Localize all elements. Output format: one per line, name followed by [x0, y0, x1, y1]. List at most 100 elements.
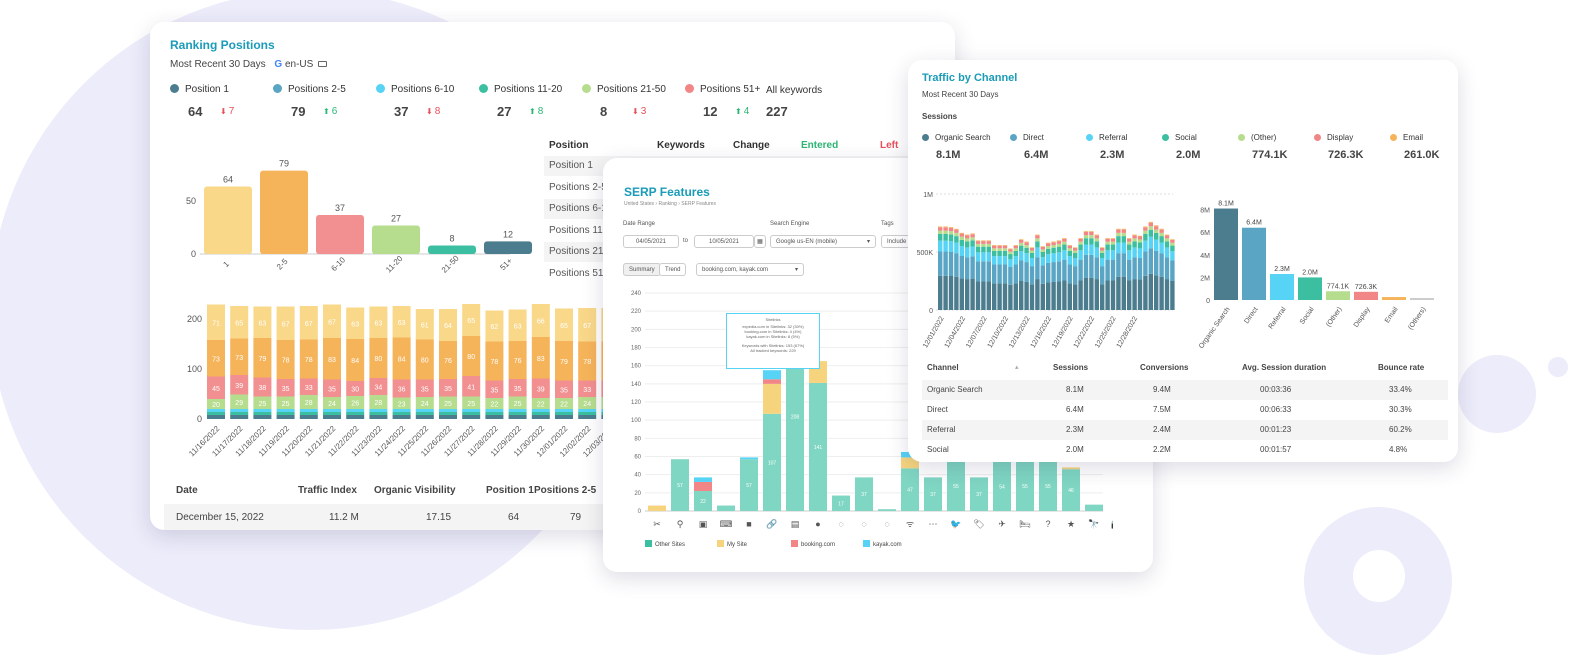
table-row[interactable]: Referral 2.3M 2.4M 00:01:23 60.2%: [922, 420, 1448, 440]
bar-segment: [392, 379, 411, 398]
wifi-icon[interactable]: ᯤ: [906, 519, 914, 529]
y-tick-label: 0: [638, 509, 642, 515]
competitors-select[interactable]: booking.com, kayak.com ▾: [696, 263, 804, 276]
calendar-icon[interactable]: ▦: [754, 235, 766, 248]
bar-segment: [230, 412, 249, 415]
bar-segment: [207, 340, 225, 377]
bar-segment: [1148, 226, 1153, 230]
legend-item[interactable]: Position 1: [170, 84, 229, 95]
legend-item[interactable]: booking.com: [791, 540, 835, 548]
bulb-icon[interactable]: ◌: [838, 519, 843, 529]
x-tick-label: (Others): [1407, 306, 1427, 331]
bar: [260, 170, 308, 254]
news-icon[interactable]: ▤: [791, 519, 800, 529]
question-icon[interactable]: ?: [1045, 519, 1050, 529]
bulb-icon[interactable]: ◌: [884, 519, 889, 529]
bar-segment: [531, 304, 550, 337]
table-row[interactable]: Direct 6.4M 7.5M 00:06:33 30.3%: [922, 400, 1448, 420]
star-icon[interactable]: ★: [1067, 519, 1075, 529]
bar-segment: [1127, 250, 1132, 260]
bar-segment: [531, 412, 550, 415]
segment-label: 35: [444, 386, 452, 393]
legend-item[interactable]: Organic Search: [922, 133, 991, 142]
legend-item[interactable]: kayak.com: [863, 540, 902, 548]
bar-segment: [1089, 235, 1094, 239]
bg-blob-small: [1458, 355, 1536, 433]
bar-segment: [323, 397, 341, 409]
bar-segment: [253, 338, 272, 378]
table-cell: 00:06:33: [1260, 405, 1292, 414]
date-range-label: Date Range: [623, 221, 656, 227]
segment-label: 63: [398, 320, 406, 327]
hotel-icon[interactable]: 🛏: [1019, 519, 1030, 529]
sort-icon[interactable]: ▴: [1015, 364, 1019, 371]
y-tick-label: 4M: [1200, 253, 1210, 260]
legend-item[interactable]: Positions 51+: [685, 84, 760, 95]
video-icon[interactable]: ■: [746, 519, 751, 529]
link-icon[interactable]: 🔗: [766, 518, 777, 530]
bar-segment: [1040, 249, 1045, 252]
bar-segment: [943, 275, 948, 310]
legend-item[interactable]: Social: [1162, 133, 1197, 142]
table-cell: 30.3%: [1389, 405, 1412, 414]
bar-value-label: 64: [223, 174, 233, 184]
table-row[interactable]: Organic Search 8.1M 9.4M 00:03:36 33.4%: [922, 380, 1448, 400]
map-pin-icon[interactable]: ⚲: [677, 519, 684, 529]
breadcrumb-item[interactable]: Ranking: [658, 201, 677, 207]
date-to-input[interactable]: 10/05/2021: [694, 235, 754, 248]
bar-segment: [1035, 234, 1040, 236]
scissors-icon[interactable]: ✂: [653, 519, 661, 529]
bar-segment: [299, 378, 318, 395]
more-icon[interactable]: ⋯: [929, 519, 938, 529]
segment-label: 30: [351, 387, 359, 394]
bulb-icon[interactable]: ◌: [861, 519, 866, 529]
bar-segment: [997, 248, 1002, 251]
segment-label: 37: [930, 492, 936, 498]
chat-icon[interactable]: ●: [815, 519, 820, 529]
legend-value: 774.1K: [1252, 149, 1288, 161]
legend-item[interactable]: Positions 21-50: [582, 84, 666, 95]
legend-item[interactable]: My Site: [717, 540, 747, 548]
legend-item[interactable]: Email: [1390, 133, 1423, 142]
tag-icon[interactable]: 🏷: [973, 519, 984, 529]
bar-segment: [1127, 259, 1132, 281]
legend-item[interactable]: Referral: [1086, 133, 1127, 142]
legend-item[interactable]: (Other): [1238, 133, 1276, 142]
tab-trend[interactable]: Trend: [659, 263, 687, 276]
y-tick-label: 0: [191, 249, 196, 259]
bar-segment: [253, 377, 272, 397]
bar-segment: [1056, 241, 1062, 244]
bar-segment: [531, 337, 550, 379]
legend-item[interactable]: Positions 6-10: [376, 84, 454, 95]
bar-segment: [1002, 256, 1008, 265]
bar-segment: [965, 257, 970, 280]
bar-segment: [1127, 238, 1132, 239]
search-engine-select[interactable]: Google us-EN (mobile) ▾: [770, 235, 876, 248]
camera-icon[interactable]: 📷: [1111, 519, 1113, 529]
legend-item[interactable]: Positions 11-20: [479, 84, 562, 95]
legend-item[interactable]: Positions 2-5: [273, 84, 346, 95]
tab-summary[interactable]: Summary: [623, 263, 661, 276]
bar-segment: [346, 339, 365, 381]
legend-value: 8: [600, 104, 608, 119]
bar-segment: [1046, 282, 1051, 310]
flight-icon[interactable]: ✈: [998, 519, 1006, 529]
image-icon[interactable]: ▣: [699, 519, 708, 529]
segment-label: 39: [235, 383, 243, 390]
bar-segment: [1110, 241, 1116, 245]
bar-segment: [1105, 259, 1110, 281]
legend-item[interactable]: Other Sites: [645, 540, 685, 548]
segment-label: 20: [212, 402, 220, 409]
breadcrumb-item[interactable]: United States: [624, 201, 655, 207]
binoculars-icon[interactable]: 🔭: [1088, 518, 1099, 529]
bg-blob-ring-hole: [1353, 550, 1405, 602]
keyboard-icon[interactable]: ⌨: [720, 519, 733, 529]
twitter-icon[interactable]: 🐦: [950, 519, 961, 529]
bar-segment: [981, 241, 986, 244]
bar-segment: [1132, 234, 1137, 236]
date-from-input[interactable]: 04/05/2021: [623, 235, 679, 248]
legend-item[interactable]: Display: [1314, 133, 1353, 142]
bar-segment: [1148, 229, 1153, 237]
table-row[interactable]: Social 2.0M 2.2M 00:01:57 4.8%: [922, 440, 1448, 460]
legend-item[interactable]: Direct: [1010, 133, 1044, 142]
